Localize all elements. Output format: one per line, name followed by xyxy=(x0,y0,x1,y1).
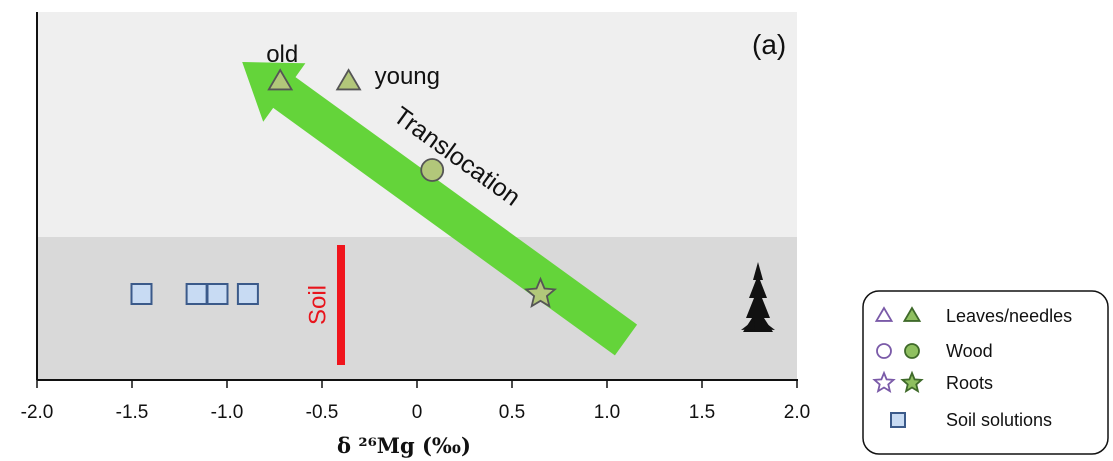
legend-item: Leaves/needles xyxy=(874,306,1072,326)
legend-label: Leaves/needles xyxy=(946,306,1072,326)
lower-band xyxy=(37,237,797,380)
x-axis-ticks xyxy=(36,380,798,388)
square-icon xyxy=(890,412,906,428)
legend-label: Soil solutions xyxy=(946,410,1052,430)
old-label: old xyxy=(266,41,298,68)
x-axis-tick-labels: -2.0 -1.5 -1.0 -0.5 0 0.5 1.0 1.5 2.0 xyxy=(21,402,811,423)
circle-open-icon xyxy=(876,343,892,359)
x-axis-label: δ ²⁶Mg (‰) xyxy=(337,433,471,458)
star-open-icon xyxy=(872,370,896,393)
x-tick-label: 0 xyxy=(412,402,423,423)
x-tick-label: -1.5 xyxy=(116,402,149,423)
soil-label: Soil xyxy=(304,285,331,325)
x-tick-label: -0.5 xyxy=(306,402,339,423)
x-tick-label: -2.0 xyxy=(21,402,54,423)
legend-box xyxy=(862,290,1109,455)
triangle-filled-icon xyxy=(902,306,922,322)
soil-solution-point xyxy=(185,283,208,305)
soil-solution-point xyxy=(206,283,229,305)
legend: Leaves/needles Wood Roots Soil solutions xyxy=(862,290,1109,455)
x-tick-label: 2.0 xyxy=(784,402,810,423)
data-points xyxy=(130,68,558,308)
x-tick-label: -1.0 xyxy=(211,402,244,423)
legend-item: Roots xyxy=(872,370,993,393)
triangle-open-icon xyxy=(874,306,894,322)
legend-label: Roots xyxy=(946,373,993,393)
x-tick-label: 1.5 xyxy=(689,402,715,423)
x-tick-label: 0.5 xyxy=(499,402,525,423)
legend-label: Wood xyxy=(946,341,993,361)
circle-filled-icon xyxy=(904,343,920,359)
root-point xyxy=(523,276,558,308)
legend-item: Wood xyxy=(876,341,993,361)
tree-icon xyxy=(741,262,775,332)
x-tick-label: 1.0 xyxy=(594,402,620,423)
star-filled-icon xyxy=(900,370,924,393)
young-label: young xyxy=(375,63,440,90)
leaf-point xyxy=(335,68,362,91)
soil-solution-point xyxy=(130,283,153,305)
legend-item: Soil solutions xyxy=(890,410,1052,430)
wood-point xyxy=(420,158,445,182)
panel-label: (a) xyxy=(752,29,786,60)
soil-solution-point xyxy=(236,283,259,305)
leaf-point xyxy=(267,68,294,91)
